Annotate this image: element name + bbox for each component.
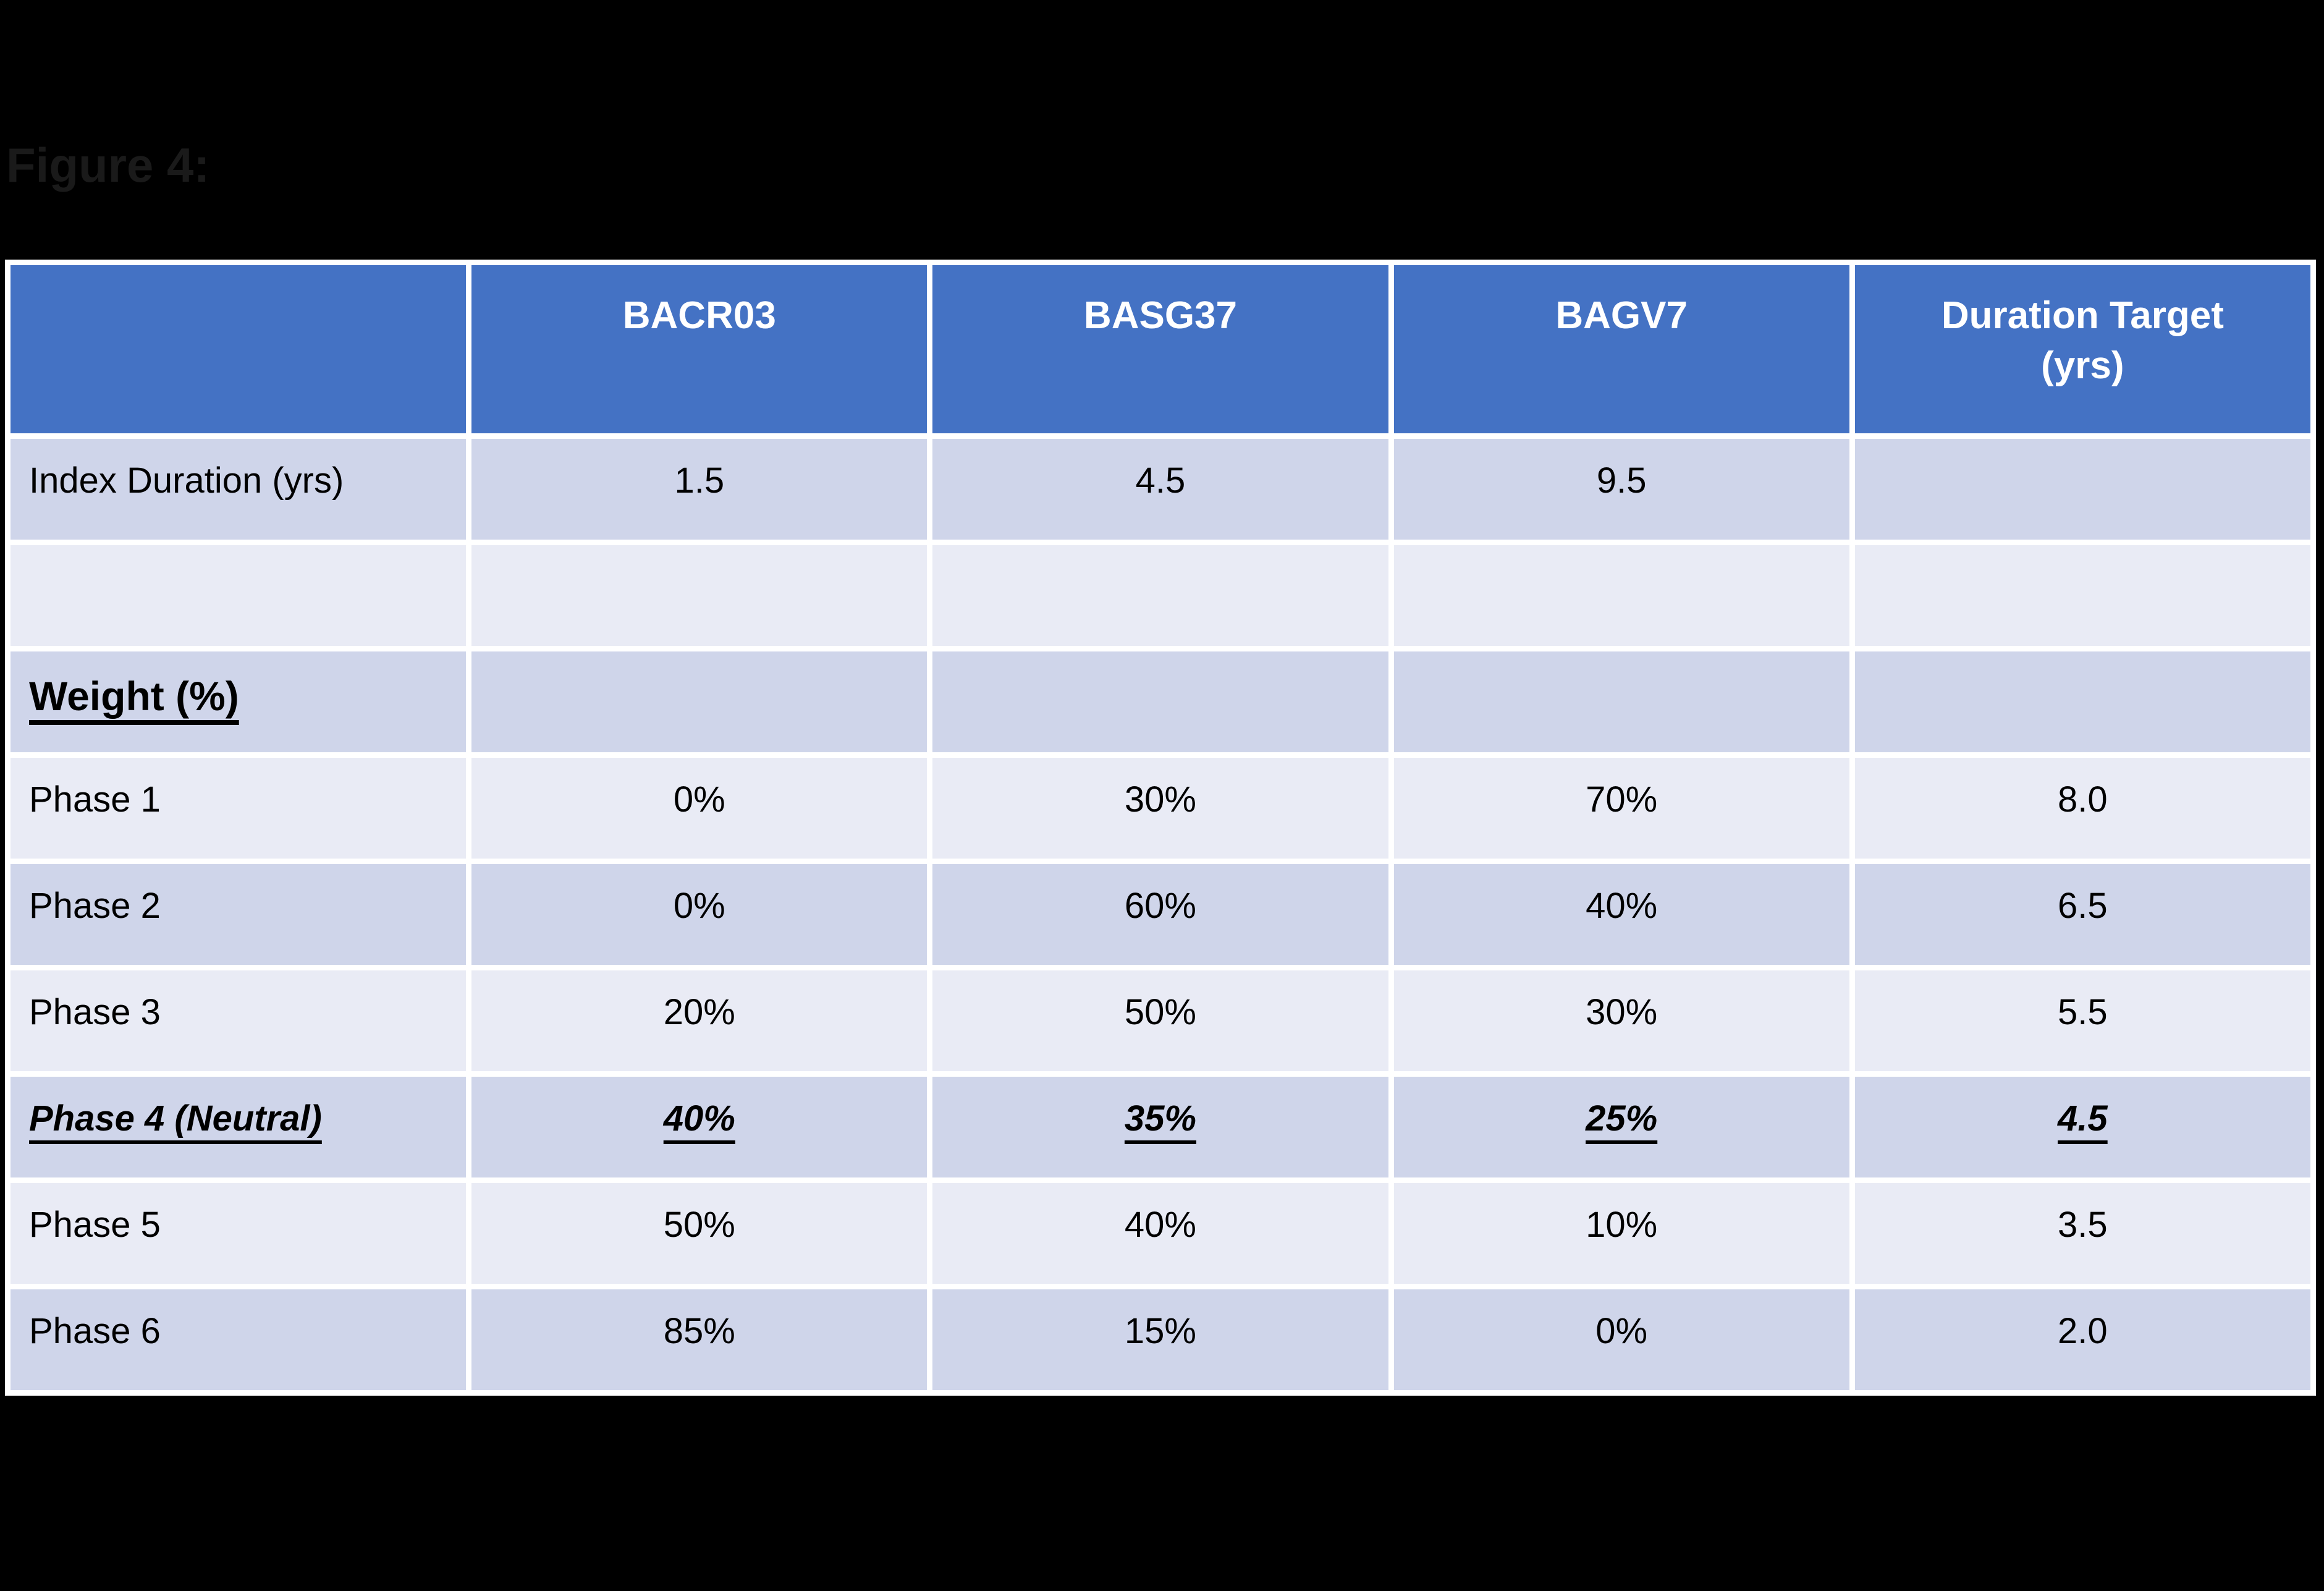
cell-weight-bagv7	[1393, 651, 1849, 752]
cell-phase-2-target: 6.5	[1854, 864, 2310, 965]
cell-weight-bacr03	[471, 651, 927, 752]
row-label-spacer	[11, 545, 467, 646]
cell-phase-3-bagv7: 30%	[1393, 970, 1849, 1071]
row-label-weight-section: Weight (%)	[11, 651, 467, 752]
cell-phase-1-bacr03: 0%	[471, 758, 927, 859]
cell-phase-1-target: 8.0	[1854, 758, 2310, 859]
cell-phase-5-target: 3.5	[1854, 1183, 2310, 1284]
column-header-duration-target-label: Duration Target (yrs)	[1941, 294, 2224, 387]
cell-phase-3-target: 5.5	[1854, 970, 2310, 1071]
row-phase-3: Phase 3 20% 50% 30% 5.5	[11, 970, 2310, 1071]
cell-phase-5-bacr03: 50%	[471, 1183, 927, 1284]
cell-phase-2-bagv7: 40%	[1393, 864, 1849, 965]
column-header-basg37: BASG37	[932, 265, 1388, 433]
row-label-phase-2: Phase 2	[11, 864, 467, 965]
cell-phase-4-target: 4.5	[1854, 1077, 2310, 1177]
cell-index-duration-basg37: 4.5	[932, 439, 1388, 540]
row-label-phase-6: Phase 6	[11, 1289, 467, 1390]
cell-index-duration-target	[1854, 439, 2310, 540]
figure-title: Figure 4:	[6, 138, 210, 192]
cell-index-duration-bacr03: 1.5	[471, 439, 927, 540]
cell-phase-6-basg37: 15%	[932, 1289, 1388, 1390]
row-label-phase-5: Phase 5	[11, 1183, 467, 1284]
cell-phase-1-basg37: 30%	[932, 758, 1388, 859]
cell-phase-4-bacr03: 40%	[471, 1077, 927, 1177]
row-label-phase-3: Phase 3	[11, 970, 467, 1071]
cell-phase-5-basg37: 40%	[932, 1183, 1388, 1284]
row-phase-5: Phase 5 50% 40% 10% 3.5	[11, 1183, 2310, 1284]
cell-index-duration-bagv7: 9.5	[1393, 439, 1849, 540]
column-header-bacr03: BACR03	[471, 265, 927, 433]
cell-spacer-bagv7	[1393, 545, 1849, 646]
cell-phase-6-target: 2.0	[1854, 1289, 2310, 1390]
cell-phase-3-bacr03: 20%	[471, 970, 927, 1071]
cell-phase-4-bagv7: 25%	[1393, 1077, 1849, 1177]
row-weight-section: Weight (%)	[11, 651, 2310, 752]
cell-spacer-basg37	[932, 545, 1388, 646]
row-label-phase-4-neutral: Phase 4 (Neutral)	[11, 1077, 467, 1177]
cell-weight-target	[1854, 651, 2310, 752]
cell-phase-2-basg37: 60%	[932, 864, 1388, 965]
cell-phase-6-bagv7: 0%	[1393, 1289, 1849, 1390]
column-header-bagv7: BAGV7	[1393, 265, 1849, 433]
cell-weight-basg37	[932, 651, 1388, 752]
column-header-blank	[11, 265, 467, 433]
row-phase-6: Phase 6 85% 15% 0% 2.0	[11, 1289, 2310, 1390]
row-phase-4-neutral: Phase 4 (Neutral) 40% 35% 25% 4.5	[11, 1077, 2310, 1177]
cell-spacer-target	[1854, 545, 2310, 646]
header-row: BACR03 BASG37 BAGV7 Duration Target (yrs…	[11, 265, 2310, 433]
row-phase-1: Phase 1 0% 30% 70% 8.0	[11, 758, 2310, 859]
cell-phase-3-basg37: 50%	[932, 970, 1388, 1071]
row-label-phase-1: Phase 1	[11, 758, 467, 859]
row-phase-2: Phase 2 0% 60% 40% 6.5	[11, 864, 2310, 965]
cell-phase-4-basg37: 35%	[932, 1077, 1388, 1177]
column-header-duration-target: Duration Target (yrs)	[1854, 265, 2310, 433]
cell-phase-2-bacr03: 0%	[471, 864, 927, 965]
allocation-table: BACR03 BASG37 BAGV7 Duration Target (yrs…	[5, 260, 2316, 1396]
row-spacer	[11, 545, 2310, 646]
row-label-index-duration: Index Duration (yrs)	[11, 439, 467, 540]
row-index-duration: Index Duration (yrs) 1.5 4.5 9.5	[11, 439, 2310, 540]
cell-phase-5-bagv7: 10%	[1393, 1183, 1849, 1284]
cell-phase-6-bacr03: 85%	[471, 1289, 927, 1390]
cell-spacer-bacr03	[471, 545, 927, 646]
cell-phase-1-bagv7: 70%	[1393, 758, 1849, 859]
